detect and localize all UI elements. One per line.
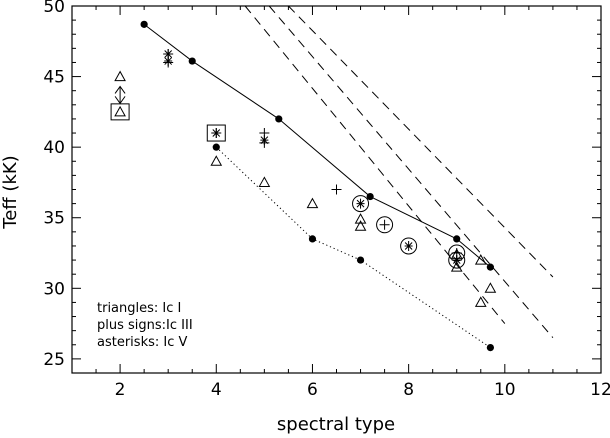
dot-marker	[212, 143, 220, 151]
triangle-marker	[450, 261, 463, 272]
y-tick-label: 40	[43, 138, 65, 158]
dot-marker	[486, 343, 494, 352]
triangle-marker	[306, 197, 319, 209]
circle-marker	[352, 195, 370, 213]
dot-marker	[356, 256, 365, 264]
circle-marker	[376, 216, 394, 234]
dot-marker	[486, 263, 494, 271]
triangle-marker	[474, 254, 487, 265]
triangle-marker	[354, 213, 367, 224]
triangle-marker	[210, 155, 223, 166]
x-axis-label: spectral type	[277, 414, 395, 435]
legend-entry-asterisks: asterisks: Ic V	[97, 335, 187, 350]
y-tick-label: 35	[43, 209, 65, 229]
legend: triangles: Ic I plus signs:Ic III asteri…	[97, 301, 193, 350]
solid-line	[143, 23, 491, 268]
triangle-marker	[484, 282, 497, 293]
dotted-line	[215, 146, 491, 349]
triangle-marker	[474, 296, 487, 307]
asterisk-marker	[212, 128, 221, 139]
dot-marker	[275, 115, 283, 123]
dot-marker	[366, 192, 374, 201]
y-tick-label: 45	[43, 68, 65, 88]
plus-marker	[331, 184, 342, 195]
circle-marker	[400, 237, 418, 255]
triangle-marker	[114, 70, 126, 82]
y-axis-label: Teff (kK)	[0, 155, 21, 229]
axis-ticks: 2 4 6 8 10 12 25 30 35 40 45 50	[43, 0, 610, 400]
arrow-head-up	[114, 85, 126, 94]
dashed-line	[288, 5, 554, 278]
asterisk-marker	[164, 56, 173, 67]
asterisk-marker	[260, 135, 269, 146]
chart-marks	[110, 5, 554, 352]
asterisk-marker	[356, 198, 365, 209]
triangle-marker	[114, 105, 126, 117]
x-tick-label: 8	[403, 380, 414, 400]
asterisk-marker	[404, 240, 413, 251]
dashed-line	[244, 5, 506, 324]
asterisk-marker	[164, 48, 173, 59]
arrow-head-down	[114, 96, 126, 105]
plus-marker	[379, 219, 390, 230]
y-tick-label: 50	[43, 0, 65, 17]
legend-entry-plus-signs: plus signs:Ic III	[97, 318, 193, 333]
dashed-line	[268, 5, 554, 339]
square-marker	[206, 124, 226, 142]
y-tick-label: 30	[43, 279, 65, 299]
triangle-marker	[258, 176, 271, 187]
x-tick-label: 2	[115, 380, 126, 400]
x-tick-label: 12	[590, 380, 610, 400]
asterisk-marker	[452, 255, 461, 266]
x-tick-label: 10	[494, 380, 516, 400]
x-tick-label: 6	[307, 380, 318, 400]
dot-marker	[140, 20, 148, 28]
circle-marker	[448, 251, 466, 269]
legend-entry-triangles: triangles: Ic I	[97, 301, 181, 316]
triangle-marker	[354, 220, 367, 231]
dot-marker	[188, 57, 196, 65]
y-tick-label: 25	[43, 350, 65, 370]
x-tick-label: 4	[211, 380, 222, 400]
dot-marker	[308, 235, 317, 243]
circle-marker	[448, 244, 466, 262]
dot-marker	[453, 235, 461, 243]
